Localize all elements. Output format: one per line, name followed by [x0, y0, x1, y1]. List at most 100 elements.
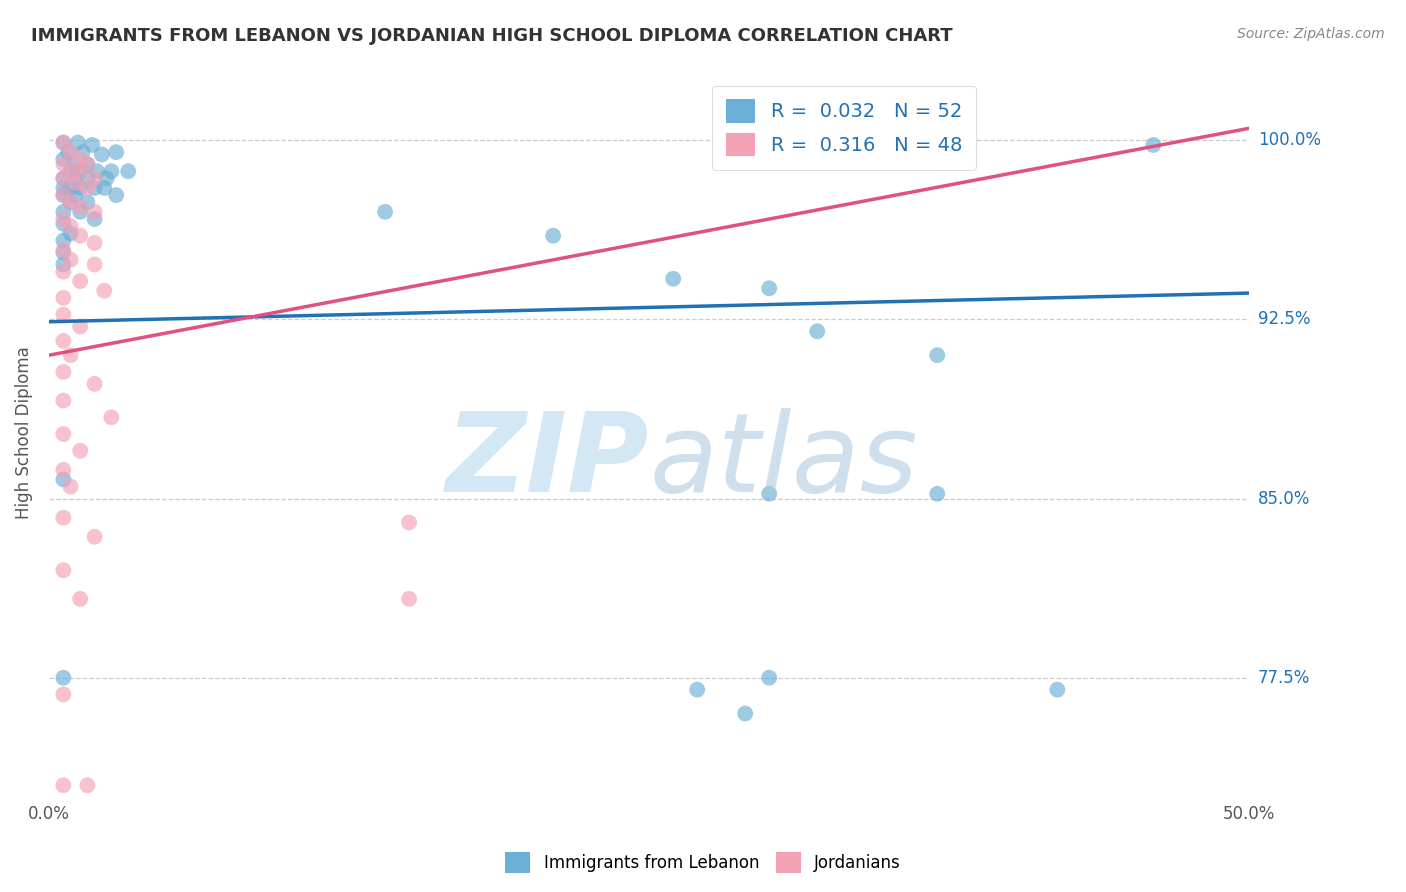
Point: [52, 136, 75, 150]
Point: [52, 427, 75, 442]
Point: [69, 164, 91, 178]
Point: [65, 188, 87, 202]
Point: [927, 348, 949, 362]
Point: [59, 219, 82, 234]
Point: [69, 319, 91, 334]
Point: [117, 164, 139, 178]
Point: [76, 195, 98, 210]
Point: [93, 181, 115, 195]
Point: [52, 334, 75, 348]
Point: [86, 164, 108, 178]
Point: [662, 271, 685, 285]
Point: [83, 212, 105, 227]
Point: [69, 181, 91, 195]
Point: [52, 778, 75, 792]
Point: [66, 136, 89, 150]
Point: [83, 530, 105, 544]
Point: [69, 274, 91, 288]
Point: [65, 176, 87, 190]
Point: [69, 200, 91, 214]
Point: [83, 376, 105, 391]
Point: [90, 147, 112, 161]
Point: [52, 205, 75, 219]
Point: [52, 463, 75, 477]
Point: [59, 164, 82, 178]
Point: [59, 164, 82, 178]
Point: [69, 228, 91, 243]
Text: Source: ZipAtlas.com: Source: ZipAtlas.com: [1237, 27, 1385, 41]
Point: [758, 487, 780, 501]
Point: [734, 706, 756, 721]
Point: [52, 181, 75, 195]
Point: [96, 171, 118, 186]
Point: [52, 365, 75, 379]
Text: atlas: atlas: [650, 409, 918, 516]
Point: [59, 479, 82, 493]
Point: [1142, 138, 1164, 153]
Text: IMMIGRANTS FROM LEBANON VS JORDANIAN HIGH SCHOOL DIPLOMA CORRELATION CHART: IMMIGRANTS FROM LEBANON VS JORDANIAN HIG…: [31, 27, 952, 45]
Text: ZIP: ZIP: [446, 409, 650, 516]
Point: [62, 157, 84, 171]
Point: [52, 393, 75, 408]
Point: [52, 157, 75, 171]
Point: [83, 205, 105, 219]
Point: [83, 171, 105, 186]
Point: [52, 308, 75, 322]
Point: [76, 778, 98, 792]
Point: [69, 164, 91, 178]
Point: [69, 153, 91, 167]
Point: [52, 171, 75, 186]
Point: [76, 157, 98, 171]
Point: [65, 171, 87, 186]
Point: [758, 671, 780, 685]
Point: [398, 591, 420, 606]
Point: [686, 682, 709, 697]
Point: [1046, 682, 1069, 697]
Point: [52, 171, 75, 186]
Point: [52, 243, 75, 257]
Point: [52, 153, 75, 167]
Point: [105, 188, 128, 202]
Point: [52, 212, 75, 227]
Point: [52, 257, 75, 271]
Point: [52, 472, 75, 486]
Point: [59, 181, 82, 195]
Point: [59, 195, 82, 210]
Point: [82, 138, 104, 153]
Point: [927, 487, 949, 501]
Point: [52, 264, 75, 278]
Point: [52, 217, 75, 231]
Point: [52, 136, 75, 150]
Point: [541, 228, 564, 243]
Text: 77.5%: 77.5%: [1258, 669, 1310, 687]
Point: [52, 510, 75, 524]
Point: [398, 516, 420, 530]
Text: 85.0%: 85.0%: [1258, 490, 1310, 508]
Point: [69, 443, 91, 458]
Point: [59, 348, 82, 362]
Point: [83, 181, 105, 195]
Point: [105, 145, 128, 160]
Point: [59, 227, 82, 241]
Point: [100, 164, 122, 178]
Point: [52, 245, 75, 260]
Point: [76, 171, 98, 186]
Point: [52, 234, 75, 248]
Point: [76, 181, 98, 195]
Legend: R =  0.032   N = 52, R =  0.316   N = 48: R = 0.032 N = 52, R = 0.316 N = 48: [713, 86, 976, 169]
Text: 100.0%: 100.0%: [1258, 131, 1320, 149]
Point: [56, 145, 79, 160]
Y-axis label: High School Diploma: High School Diploma: [15, 346, 32, 519]
Point: [52, 188, 75, 202]
Point: [950, 138, 973, 153]
Point: [83, 257, 105, 271]
Point: [52, 671, 75, 685]
Point: [93, 284, 115, 298]
Point: [52, 688, 75, 702]
Point: [374, 205, 396, 219]
Point: [52, 188, 75, 202]
Point: [69, 591, 91, 606]
Point: [806, 324, 828, 338]
Point: [52, 291, 75, 305]
Legend: Immigrants from Lebanon, Jordanians: Immigrants from Lebanon, Jordanians: [499, 846, 907, 880]
